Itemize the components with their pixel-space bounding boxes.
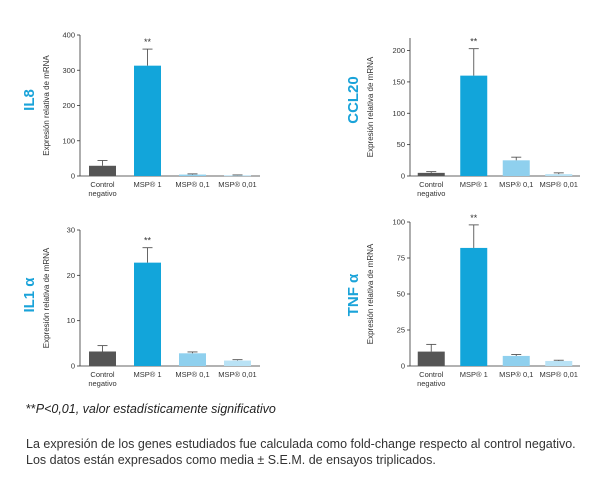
y-tick-label: 300 bbox=[62, 66, 75, 75]
y-tick-label: 100 bbox=[392, 109, 405, 118]
y-tick-label: 75 bbox=[397, 254, 405, 263]
bar bbox=[417, 172, 445, 176]
y-tick-label: 150 bbox=[392, 77, 405, 86]
x-category-label: Control negativo bbox=[417, 180, 445, 198]
significance-mark: ** bbox=[144, 37, 152, 47]
label-line: negativo bbox=[417, 189, 445, 198]
chart-panel-3: TNF α Expresión relativa de mRNA 0 25 50 75 10… bbox=[345, 213, 580, 388]
x-category-label: MSP® 0,01 bbox=[540, 180, 578, 189]
chart-area: IL8 Expresión relativa de mRNA01002003004… bbox=[21, 31, 580, 388]
x-category-label: MSP® 0,1 bbox=[499, 370, 533, 379]
chart-panel-1: CCL20 Expresión relativa de mRNA 0 50 100 150… bbox=[345, 37, 580, 198]
bar bbox=[417, 351, 445, 366]
bar bbox=[545, 174, 573, 176]
x-category-label: MSP® 0,01 bbox=[218, 180, 256, 189]
footnote-text: P<0,01, valor estadísticamente significa… bbox=[35, 402, 276, 416]
y-tick-label: 50 bbox=[397, 140, 405, 149]
bar bbox=[502, 160, 530, 176]
bar bbox=[224, 175, 251, 177]
label-line: Control bbox=[90, 180, 115, 189]
y-tick-label: 100 bbox=[62, 136, 75, 145]
chart-panel-0: IL8 Expresión relativa de mRNA 0 100 200 300 4… bbox=[21, 31, 260, 198]
bar bbox=[460, 247, 488, 366]
bar bbox=[89, 165, 116, 176]
significance-mark: ** bbox=[470, 37, 478, 47]
y-axis-label: Expresión relativa de mRNA bbox=[42, 55, 51, 156]
y-tick-label: 200 bbox=[392, 46, 405, 55]
y-axis-label: Expresión relativa de mRNA bbox=[366, 243, 375, 344]
x-category-label: MSP® 1 bbox=[460, 370, 488, 379]
x-category-label: Control negativo bbox=[88, 370, 116, 388]
significance-footnote: **P<0,01, valor estadísticamente signifi… bbox=[26, 402, 276, 416]
bar bbox=[89, 351, 116, 366]
figure-caption: La expresión de los genes estudiados fue… bbox=[26, 437, 576, 467]
gene-title: IL1 α bbox=[21, 277, 38, 313]
label-line: negativo bbox=[88, 189, 116, 198]
y-tick-label: 100 bbox=[392, 218, 405, 227]
y-tick-label: 200 bbox=[62, 101, 75, 110]
y-tick-label: 0 bbox=[401, 362, 405, 371]
bar bbox=[545, 360, 573, 366]
x-category-label: MSP® 1 bbox=[133, 370, 161, 379]
significance-mark: ** bbox=[470, 213, 478, 223]
bar bbox=[502, 355, 530, 366]
y-tick-label: 400 bbox=[62, 31, 75, 40]
significance-mark: ** bbox=[144, 236, 152, 246]
gene-title: TNF α bbox=[345, 273, 362, 316]
bar bbox=[224, 360, 251, 366]
bar bbox=[179, 353, 206, 366]
label-line: Control bbox=[419, 370, 444, 379]
y-tick-label: 30 bbox=[67, 226, 75, 235]
bar bbox=[179, 174, 206, 176]
label-line: Control bbox=[419, 180, 444, 189]
x-category-label: MSP® 0,1 bbox=[175, 180, 209, 189]
footnote-stars: ** bbox=[26, 402, 36, 416]
x-category-label: MSP® 0,01 bbox=[218, 370, 256, 379]
y-tick-label: 0 bbox=[401, 172, 405, 181]
gene-title: CCL20 bbox=[345, 76, 362, 124]
x-category-label: Control negativo bbox=[88, 180, 116, 198]
bar bbox=[134, 65, 161, 176]
x-category-label: Control negativo bbox=[417, 370, 445, 388]
x-category-label: MSP® 0,1 bbox=[175, 370, 209, 379]
x-category-label: MSP® 1 bbox=[133, 180, 161, 189]
y-tick-label: 0 bbox=[71, 172, 75, 181]
gene-title: IL8 bbox=[21, 89, 38, 111]
y-tick-label: 10 bbox=[67, 316, 75, 325]
y-tick-label: 25 bbox=[397, 326, 405, 335]
chart-panel-2: IL1 α Expresión relativa de mRNA 0 10 20 30 Co… bbox=[21, 226, 260, 388]
bar bbox=[134, 262, 161, 366]
y-tick-label: 50 bbox=[397, 290, 405, 299]
x-category-label: MSP® 0,01 bbox=[540, 370, 578, 379]
y-tick-label: 0 bbox=[71, 362, 75, 371]
y-axis-label: Expresión relativa de mRNA bbox=[366, 56, 375, 157]
x-category-label: MSP® 0,1 bbox=[499, 180, 533, 189]
bar bbox=[460, 75, 488, 176]
x-category-label: MSP® 1 bbox=[460, 180, 488, 189]
label-line: negativo bbox=[417, 379, 445, 388]
y-axis-label: Expresión relativa de mRNA bbox=[42, 247, 51, 348]
label-line: Control bbox=[90, 370, 115, 379]
y-tick-label: 20 bbox=[67, 271, 75, 280]
label-line: negativo bbox=[88, 379, 116, 388]
